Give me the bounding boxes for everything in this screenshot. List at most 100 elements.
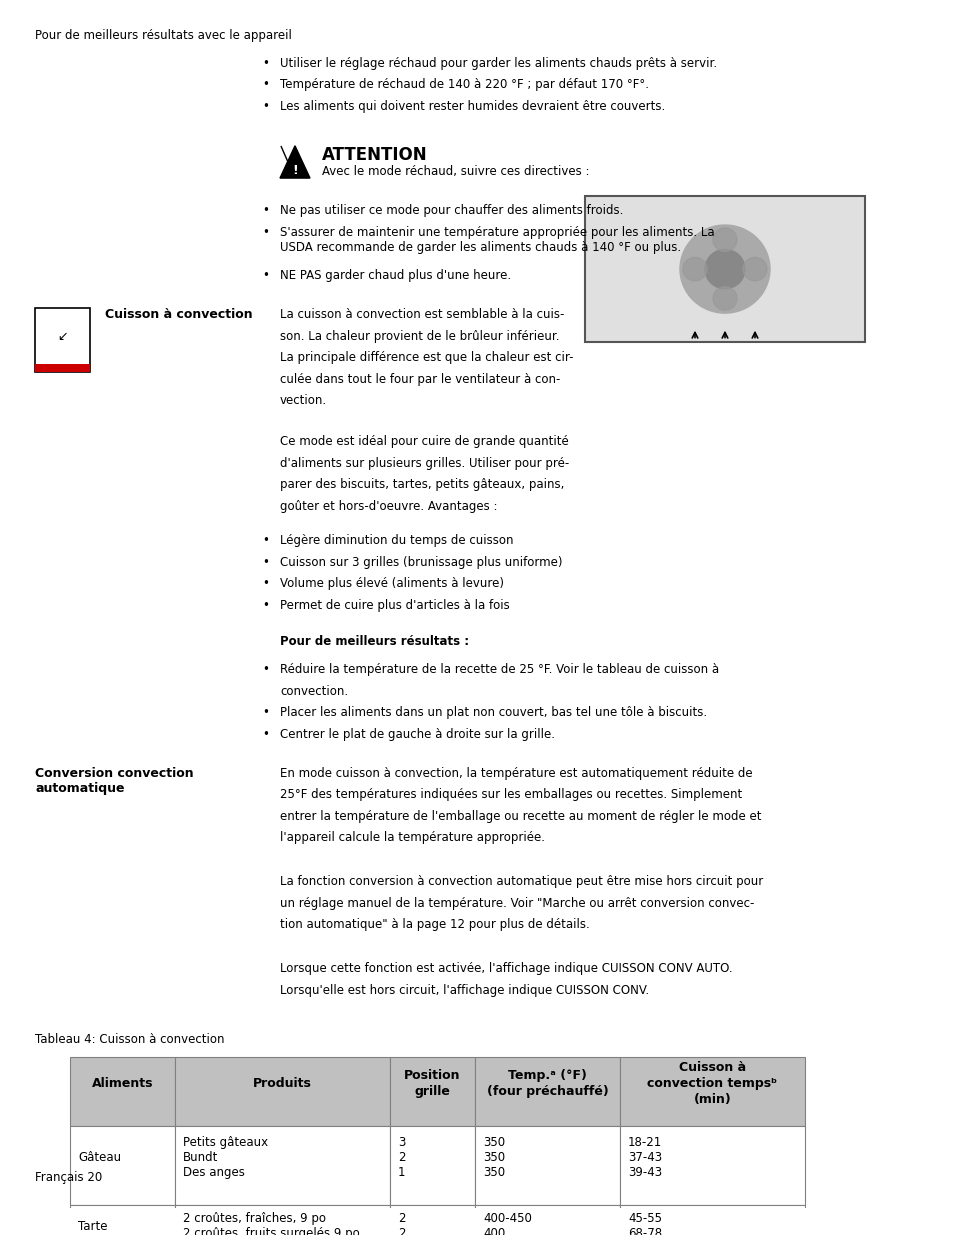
FancyBboxPatch shape	[390, 1205, 475, 1235]
FancyBboxPatch shape	[35, 309, 90, 372]
Text: La cuisson à convection est semblable à la cuis-: La cuisson à convection est semblable à …	[280, 309, 564, 321]
Text: Les aliments qui doivent rester humides devraient être couverts.: Les aliments qui doivent rester humides …	[280, 100, 664, 112]
Text: •: •	[262, 556, 269, 569]
Text: 400-450: 400-450	[482, 1213, 532, 1225]
FancyBboxPatch shape	[70, 1126, 174, 1205]
Text: Produits: Produits	[253, 1077, 312, 1091]
Text: Bundt: Bundt	[183, 1151, 218, 1165]
Text: son. La chaleur provient de le brûleur inférieur.: son. La chaleur provient de le brûleur i…	[280, 330, 558, 343]
Text: 2 croûtes, fruits surgelés 9 po: 2 croûtes, fruits surgelés 9 po	[183, 1228, 359, 1235]
Text: Cuisson à convection: Cuisson à convection	[105, 309, 253, 321]
Text: vection.: vection.	[280, 394, 327, 408]
Text: Français 20: Français 20	[35, 1171, 102, 1184]
FancyBboxPatch shape	[174, 1057, 390, 1126]
Text: 2: 2	[397, 1228, 405, 1235]
Text: Volume plus élevé (aliments à levure): Volume plus élevé (aliments à levure)	[280, 577, 503, 590]
Text: Des anges: Des anges	[183, 1166, 245, 1179]
Text: Conversion convection
automatique: Conversion convection automatique	[35, 767, 193, 795]
FancyBboxPatch shape	[619, 1126, 804, 1205]
Text: 3: 3	[397, 1136, 405, 1150]
FancyBboxPatch shape	[390, 1126, 475, 1205]
Circle shape	[682, 257, 706, 280]
Text: Aliments: Aliments	[91, 1077, 153, 1091]
Text: 350: 350	[482, 1151, 504, 1165]
Text: Avec le mode réchaud, suivre ces directives :: Avec le mode réchaud, suivre ces directi…	[322, 165, 589, 178]
FancyBboxPatch shape	[174, 1126, 390, 1205]
FancyBboxPatch shape	[174, 1205, 390, 1235]
Text: •: •	[262, 599, 269, 611]
Text: Tableau 4: Cuisson à convection: Tableau 4: Cuisson à convection	[35, 1032, 224, 1046]
Text: parer des biscuits, tartes, petits gâteaux, pains,: parer des biscuits, tartes, petits gâtea…	[280, 478, 564, 492]
Text: Gâteau: Gâteau	[78, 1151, 121, 1165]
Text: •: •	[262, 535, 269, 547]
FancyBboxPatch shape	[475, 1205, 619, 1235]
Text: 68-78: 68-78	[627, 1228, 661, 1235]
Text: 2 croûtes, fraîches, 9 po: 2 croûtes, fraîches, 9 po	[183, 1213, 326, 1225]
Text: d'aliments sur plusieurs grilles. Utiliser pour pré-: d'aliments sur plusieurs grilles. Utilis…	[280, 457, 569, 471]
Text: Lorsque cette fonction est activée, l'affichage indique CUISSON CONV AUTO.: Lorsque cette fonction est activée, l'af…	[280, 962, 732, 976]
Text: Pour de meilleurs résultats avec le appareil: Pour de meilleurs résultats avec le appa…	[35, 30, 292, 42]
Text: Permet de cuire plus d'articles à la fois: Permet de cuire plus d'articles à la foi…	[280, 599, 509, 611]
FancyBboxPatch shape	[390, 1057, 475, 1126]
Text: ATTENTION: ATTENTION	[322, 146, 427, 164]
Text: •: •	[262, 100, 269, 112]
FancyBboxPatch shape	[475, 1126, 619, 1205]
Text: tion automatique" à la page 12 pour plus de détails.: tion automatique" à la page 12 pour plus…	[280, 919, 589, 931]
Text: convection tempsᵇ: convection tempsᵇ	[647, 1077, 777, 1091]
Text: 350: 350	[482, 1136, 504, 1150]
Text: •: •	[262, 727, 269, 741]
Text: •: •	[262, 205, 269, 217]
Text: •: •	[262, 706, 269, 719]
Text: grille: grille	[415, 1086, 450, 1098]
Text: •: •	[262, 577, 269, 590]
Text: 1: 1	[397, 1166, 405, 1179]
Text: NE PAS garder chaud plus d'une heure.: NE PAS garder chaud plus d'une heure.	[280, 269, 511, 282]
FancyBboxPatch shape	[619, 1057, 804, 1126]
FancyBboxPatch shape	[70, 1205, 174, 1235]
Text: entrer la température de l'emballage ou recette au moment de régler le mode et: entrer la température de l'emballage ou …	[280, 810, 760, 823]
Text: 25°F des températures indiquées sur les emballages ou recettes. Simplement: 25°F des températures indiquées sur les …	[280, 788, 741, 802]
Circle shape	[679, 225, 769, 314]
Text: La fonction conversion à convection automatique peut être mise hors circuit pour: La fonction conversion à convection auto…	[280, 876, 762, 888]
Text: Placer les aliments dans un plat non couvert, bas tel une tôle à biscuits.: Placer les aliments dans un plat non cou…	[280, 706, 706, 719]
FancyBboxPatch shape	[475, 1057, 619, 1126]
Text: 400: 400	[482, 1228, 505, 1235]
Text: Température de réchaud de 140 à 220 °F ; par défaut 170 °F°.: Température de réchaud de 140 à 220 °F ;…	[280, 78, 648, 91]
FancyBboxPatch shape	[584, 195, 864, 342]
Text: 45-55: 45-55	[627, 1213, 661, 1225]
Text: Centrer le plat de gauche à droite sur la grille.: Centrer le plat de gauche à droite sur l…	[280, 727, 555, 741]
FancyBboxPatch shape	[619, 1205, 804, 1235]
Text: Pour de meilleurs résultats :: Pour de meilleurs résultats :	[280, 635, 469, 648]
Text: •: •	[262, 269, 269, 282]
Circle shape	[742, 257, 766, 280]
Polygon shape	[280, 146, 310, 178]
Text: Utiliser le réglage réchaud pour garder les aliments chauds prêts à servir.: Utiliser le réglage réchaud pour garder …	[280, 57, 717, 69]
Text: culée dans tout le four par le ventilateur à con-: culée dans tout le four par le ventilate…	[280, 373, 559, 385]
Text: goûter et hors-d'oeuvre. Avantages :: goûter et hors-d'oeuvre. Avantages :	[280, 500, 497, 513]
Text: La principale différence est que la chaleur est cir-: La principale différence est que la chal…	[280, 351, 573, 364]
Text: Temp.ᵃ (°F): Temp.ᵃ (°F)	[508, 1070, 586, 1082]
Text: 350: 350	[482, 1166, 504, 1179]
Text: l'appareil calcule la température appropriée.: l'appareil calcule la température approp…	[280, 831, 544, 845]
Text: S'assurer de maintenir une température appropriée pour les aliments. La
USDA rec: S'assurer de maintenir une température a…	[280, 226, 714, 254]
Text: (four préchauffé): (four préchauffé)	[486, 1086, 608, 1098]
FancyBboxPatch shape	[70, 1057, 174, 1126]
Text: •: •	[262, 57, 269, 69]
FancyBboxPatch shape	[35, 364, 90, 372]
Text: •: •	[262, 78, 269, 91]
Text: Cuisson sur 3 grilles (brunissage plus uniforme): Cuisson sur 3 grilles (brunissage plus u…	[280, 556, 562, 569]
Text: ↙: ↙	[57, 330, 68, 343]
Text: 2: 2	[397, 1151, 405, 1165]
Text: Réduire la température de la recette de 25 °F. Voir le tableau de cuisson à: Réduire la température de la recette de …	[280, 663, 719, 676]
Circle shape	[712, 287, 737, 310]
Text: !: !	[292, 164, 297, 177]
Circle shape	[712, 228, 737, 252]
Text: convection.: convection.	[280, 684, 348, 698]
Text: •: •	[262, 663, 269, 676]
Text: 18-21: 18-21	[627, 1136, 661, 1150]
Text: 2: 2	[397, 1213, 405, 1225]
Text: Tarte: Tarte	[78, 1220, 108, 1233]
Text: Petits gâteaux: Petits gâteaux	[183, 1136, 268, 1150]
Text: Position: Position	[404, 1070, 460, 1082]
Text: Légère diminution du temps de cuisson: Légère diminution du temps de cuisson	[280, 535, 513, 547]
